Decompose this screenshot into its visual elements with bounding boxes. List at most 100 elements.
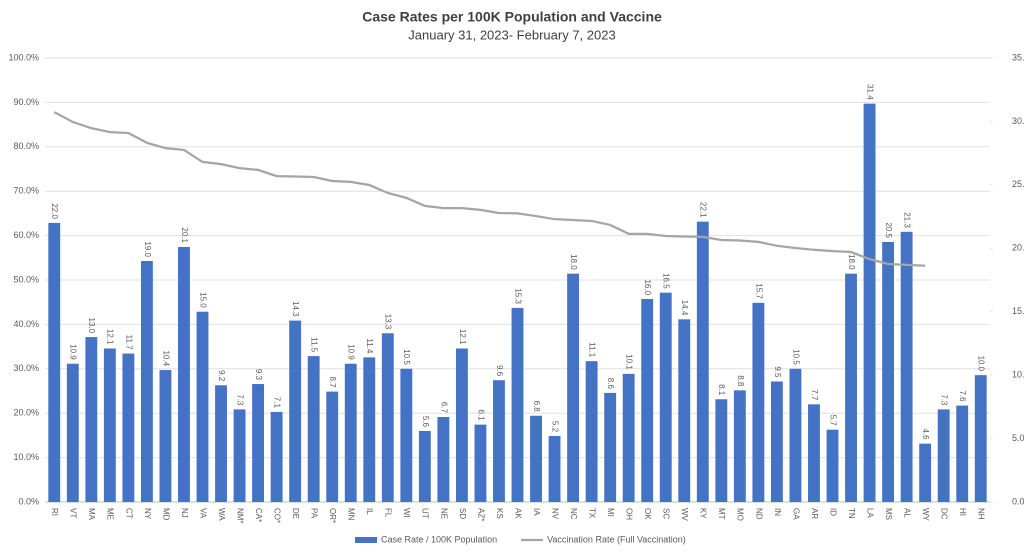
data-label: 9.3	[254, 369, 263, 381]
x-tick-label: NV	[550, 508, 559, 520]
bar	[604, 392, 617, 502]
data-label: 13.0	[87, 318, 96, 334]
y-tick-label: 60.0%	[13, 230, 39, 240]
data-label: 5.6	[421, 416, 430, 428]
y-tick-label: 50.0%	[13, 274, 39, 284]
bar	[956, 405, 969, 502]
data-label: 16.0	[643, 279, 652, 295]
data-label: 16.5	[662, 273, 671, 289]
x-tick-label: CT	[124, 508, 133, 519]
bar	[622, 373, 635, 502]
bar	[548, 436, 561, 502]
bar	[215, 385, 227, 502]
data-label: 12.1	[458, 329, 467, 345]
bar	[474, 424, 487, 502]
bar	[344, 363, 357, 502]
data-label: 7.3	[235, 394, 244, 406]
y2-tick-label: 10.0	[1012, 370, 1024, 380]
x-tick-label: SD	[458, 508, 467, 519]
bar	[845, 273, 857, 502]
x-tick-label: AR	[810, 508, 819, 519]
bar	[363, 357, 376, 502]
bar	[974, 375, 987, 502]
data-label: 8.8	[736, 375, 745, 387]
data-label: 20.5	[884, 222, 893, 238]
bar	[326, 391, 339, 502]
data-label: 20.1	[180, 227, 189, 243]
y-tick-label: 100.0%	[8, 52, 39, 62]
y2-tick-label: 0.0	[1012, 496, 1024, 506]
legend-label: Case Rate / 100K Population	[381, 534, 497, 544]
x-tick-label: CO*	[273, 508, 282, 523]
x-tick-label: DE	[291, 508, 300, 519]
y2-tick-label: 5.0	[1012, 433, 1024, 443]
data-label: 13.3	[384, 314, 393, 330]
bar	[48, 222, 61, 502]
data-label: 22.1	[699, 202, 708, 218]
data-label: 8.6	[606, 378, 615, 390]
data-label: 7.3	[940, 394, 949, 406]
data-label: 11.4	[365, 338, 374, 354]
chart-title: Case Rates per 100K Population and Vacci…	[362, 9, 662, 25]
x-tick-label: NJ	[180, 508, 189, 518]
bar	[493, 380, 505, 502]
data-label: 9.6	[495, 365, 504, 377]
x-tick-label: KY	[699, 508, 708, 519]
bar	[103, 348, 116, 502]
data-label: 9.5	[773, 366, 782, 378]
bar	[66, 363, 79, 502]
x-tick-label: CA*	[254, 508, 263, 522]
bar	[381, 333, 394, 502]
bar	[530, 415, 542, 502]
bar	[437, 417, 450, 502]
data-label: 11.5	[310, 337, 319, 353]
x-tick-label: TX	[588, 508, 597, 519]
bar	[863, 103, 876, 502]
x-tick-label: ME	[106, 508, 115, 520]
bar	[641, 299, 654, 502]
legend-swatch	[355, 537, 377, 543]
bar	[122, 353, 135, 502]
x-tick-label: UT	[421, 508, 430, 519]
bar	[455, 348, 468, 502]
bar	[900, 231, 913, 502]
bar	[826, 429, 839, 502]
y2-tick-label: 30.0	[1012, 116, 1024, 126]
data-label: 22.0	[50, 203, 59, 219]
y-tick-label: 10.0%	[13, 452, 39, 462]
data-label: 7.1	[273, 397, 282, 409]
x-tick-label: RI	[50, 508, 59, 516]
chart-subtitle: January 31, 2023- February 7, 2023	[408, 27, 615, 42]
y-tick-label: 90.0%	[13, 97, 39, 107]
y2-tick-label: 25.0	[1012, 179, 1024, 189]
x-tick-label: IN	[773, 508, 782, 516]
x-tick-label: IA	[532, 508, 541, 516]
data-label: 18.0	[847, 254, 856, 270]
data-label: 21.3	[903, 212, 912, 228]
bar	[882, 241, 895, 502]
data-label: 10.5	[402, 349, 411, 365]
x-tick-label: GA	[791, 508, 800, 520]
data-label: 18.0	[569, 254, 578, 270]
bar	[233, 409, 246, 502]
data-label: 4.6	[921, 429, 930, 441]
data-label: 8.7	[328, 377, 337, 389]
x-tick-label: AL	[903, 508, 912, 518]
data-label: 10.0	[977, 356, 986, 372]
x-tick-label: LA	[865, 508, 874, 518]
bar	[919, 443, 932, 502]
data-label: 10.9	[69, 344, 78, 360]
data-label: 15.0	[198, 292, 207, 308]
x-tick-label: MS	[884, 508, 893, 520]
bar	[770, 381, 783, 502]
x-tick-label: DC	[940, 508, 949, 520]
x-tick-label: MO	[736, 508, 745, 521]
data-label: 15.3	[513, 288, 522, 304]
x-tick-label: IL	[365, 508, 374, 515]
bar	[400, 368, 413, 502]
data-label: 31.4	[865, 84, 874, 100]
x-tick-label: MA	[87, 508, 96, 521]
data-label: 11.1	[588, 342, 597, 358]
x-tick-label: FL	[384, 508, 393, 518]
